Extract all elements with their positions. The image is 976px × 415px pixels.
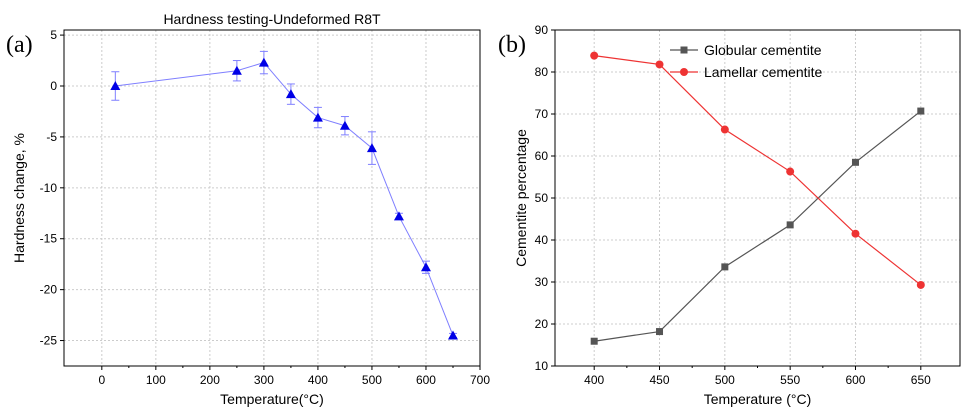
data-point-circle bbox=[655, 60, 664, 69]
panel-label: (b) bbox=[498, 32, 526, 58]
y-tick-label: 60 bbox=[535, 149, 549, 163]
x-tick-label: 300 bbox=[254, 373, 274, 387]
x-tick-label: 450 bbox=[650, 373, 670, 387]
data-point-triangle bbox=[110, 81, 121, 90]
x-tick-label: 550 bbox=[780, 373, 800, 387]
x-tick-label: 200 bbox=[200, 373, 220, 387]
x-tick-label: 400 bbox=[584, 373, 604, 387]
y-tick-label: 20 bbox=[535, 317, 549, 331]
data-point-triangle bbox=[285, 89, 296, 99]
x-tick-label: 400 bbox=[308, 373, 328, 387]
x-tick-label: 0 bbox=[98, 373, 105, 387]
y-tick-label: -10 bbox=[40, 181, 58, 195]
y-tick-label: 50 bbox=[535, 191, 549, 205]
data-point-triangle bbox=[312, 112, 323, 122]
data-point-triangle bbox=[447, 330, 458, 340]
chart-panel-a: 0 100 200 300 400 500 600 700 5 0 -5 -10 -15 -20 -25 Te… bbox=[6, 11, 490, 407]
y-tick-label: 80 bbox=[535, 65, 549, 79]
legend-label: Lamellar cementite bbox=[704, 64, 822, 80]
x-axis-title: Temperature (°C) bbox=[704, 391, 812, 407]
x-tick-label: 650 bbox=[911, 373, 931, 387]
y-tick-label: 5 bbox=[50, 28, 57, 42]
data-point-triangle bbox=[366, 143, 377, 153]
legend-marker-circle bbox=[680, 68, 688, 76]
data-point-square bbox=[721, 263, 729, 271]
series-line bbox=[594, 110, 922, 342]
plot-frame bbox=[63, 29, 481, 367]
data-point-triangle bbox=[420, 262, 431, 272]
data-point-circle bbox=[916, 280, 925, 289]
x-tick-label: 700 bbox=[470, 373, 490, 387]
y-axis-title: Cementite percentage bbox=[513, 129, 529, 267]
x-tick-label: 600 bbox=[416, 373, 436, 387]
x-tick-label: 500 bbox=[715, 373, 735, 387]
series-line bbox=[594, 55, 922, 286]
data-point-square bbox=[656, 328, 664, 336]
data-point-circle bbox=[851, 229, 860, 238]
y-tick-label: 0 bbox=[50, 79, 57, 93]
data-point-triangle bbox=[339, 120, 350, 130]
y-tick-label: 70 bbox=[535, 107, 549, 121]
y-tick-label: -15 bbox=[40, 232, 58, 246]
legend-label: Globular cementite bbox=[704, 42, 822, 58]
x-tick-label: 100 bbox=[146, 373, 166, 387]
data-point-triangle bbox=[393, 211, 404, 221]
data-point-square bbox=[851, 158, 859, 166]
chart-title: Hardness testing-Undeformed R8T bbox=[163, 11, 381, 27]
data-point-square bbox=[786, 221, 794, 229]
data-point-circle bbox=[786, 167, 795, 176]
x-axis-title: Temperature(°C) bbox=[220, 391, 324, 407]
data-point-circle bbox=[590, 51, 599, 60]
data-point-circle bbox=[720, 125, 729, 134]
y-tick-label: 90 bbox=[535, 23, 549, 37]
chart-panel-b: 400 450 500 550 600 650 10 20 30 40 50 60 70 80 90 Temp… bbox=[498, 23, 961, 407]
data-point-triangle bbox=[258, 57, 269, 67]
y-tick-label: 30 bbox=[535, 275, 549, 289]
y-tick-label: 40 bbox=[535, 233, 549, 247]
data-point-square bbox=[917, 107, 925, 115]
legend: Globular cementite Lamellar cementite bbox=[670, 42, 822, 80]
y-axis-title: Hardness change, % bbox=[11, 133, 27, 263]
series-line bbox=[115, 62, 454, 336]
y-tick-label: -25 bbox=[40, 334, 58, 348]
data-point-square bbox=[590, 337, 598, 345]
y-tick-label: 10 bbox=[535, 359, 549, 373]
x-tick-label: 500 bbox=[362, 373, 382, 387]
legend-marker-square bbox=[680, 46, 688, 54]
y-tick-label: -5 bbox=[46, 130, 57, 144]
panel-label: (a) bbox=[6, 32, 33, 58]
x-tick-label: 600 bbox=[845, 373, 865, 387]
data-point-triangle bbox=[231, 65, 242, 75]
y-tick-label: -20 bbox=[40, 283, 58, 297]
